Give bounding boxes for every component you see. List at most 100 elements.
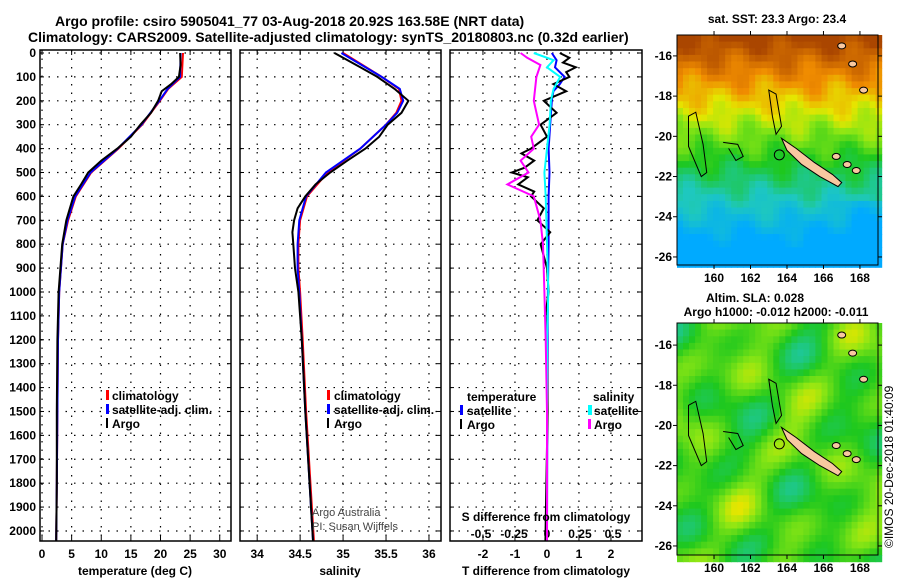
- map-cell: [755, 395, 762, 404]
- map-cell: [803, 207, 810, 215]
- map-cell: [797, 376, 804, 384]
- map-cell: [773, 475, 780, 483]
- map-cell: [857, 342, 865, 351]
- map-cell: [707, 541, 714, 549]
- map-cell: [779, 495, 786, 503]
- map-cell: [857, 200, 865, 209]
- map-cell: [839, 369, 847, 377]
- map-cell: [869, 395, 877, 404]
- map-cell: [845, 253, 853, 262]
- map-cell: [863, 41, 871, 49]
- map-cell: [713, 535, 720, 543]
- map-cell: [845, 495, 853, 503]
- map-cell: [749, 555, 756, 563]
- map-cell: [845, 362, 853, 370]
- map-cell: [797, 35, 804, 43]
- map-cell: [767, 108, 774, 116]
- map-cell: [743, 68, 750, 76]
- map-cell: [731, 174, 738, 182]
- map-cell: [791, 409, 798, 417]
- map-cell: [875, 167, 883, 175]
- map-cell: [731, 548, 738, 556]
- map-cell: [845, 502, 853, 510]
- map-cell: [695, 475, 702, 483]
- map-cell: [761, 253, 768, 262]
- series-line-argo: [291, 52, 410, 541]
- map-cell: [785, 555, 792, 563]
- map-cell: [833, 134, 841, 142]
- map-cell: [827, 154, 835, 162]
- map-cell: [803, 528, 810, 536]
- map-cell: [839, 528, 847, 536]
- map-cell: [773, 323, 780, 331]
- map-cell: [761, 147, 768, 155]
- map-cell: [683, 488, 690, 496]
- map-cell: [749, 376, 756, 384]
- map-cell: [683, 362, 690, 370]
- map-cell: [701, 349, 708, 357]
- map-cell: [773, 548, 780, 556]
- map-cell: [773, 227, 780, 235]
- map-cell: [677, 35, 684, 43]
- map-cell: [743, 88, 750, 96]
- map-cell: [755, 422, 762, 430]
- map-cell: [851, 555, 859, 563]
- map-cell: [851, 147, 859, 155]
- map-cell: [779, 376, 786, 384]
- map-cell: [689, 94, 696, 102]
- map-cell: [725, 174, 732, 182]
- map-cell: [707, 429, 714, 437]
- map-cell: [839, 94, 847, 102]
- map-cell: [743, 349, 750, 357]
- map-cell: [749, 541, 756, 549]
- map-cell: [737, 508, 744, 516]
- map-cell: [875, 541, 883, 549]
- map-cell: [845, 174, 853, 182]
- map-cell: [761, 468, 768, 476]
- map-cell: [869, 502, 877, 510]
- map-cell: [707, 61, 714, 69]
- map-cell: [785, 88, 792, 96]
- map-cell: [833, 207, 841, 215]
- map-cell: [677, 174, 684, 182]
- map-cell: [869, 448, 877, 457]
- map-cell: [737, 240, 744, 248]
- map-cell: [815, 369, 822, 377]
- map-cell: [857, 495, 865, 503]
- map-cell: [701, 194, 708, 202]
- map-cell: [707, 495, 714, 503]
- map-cell: [791, 68, 798, 76]
- map-cell: [731, 342, 738, 351]
- map-cell: [773, 462, 780, 470]
- map-cell: [785, 200, 792, 209]
- map-cell: [863, 415, 871, 423]
- map-cell: [839, 174, 847, 182]
- map-cell: [791, 108, 798, 116]
- map-cell: [761, 555, 768, 563]
- map-cell: [719, 442, 726, 450]
- map-cell: [785, 455, 792, 463]
- map-cell: [785, 174, 792, 182]
- map-cell: [815, 356, 822, 364]
- map-cell: [827, 260, 835, 268]
- map-cell: [743, 488, 750, 496]
- map-cell: [695, 220, 702, 228]
- map-cell: [833, 74, 841, 82]
- map-cell: [767, 253, 774, 262]
- map-cell: [773, 535, 780, 543]
- map-cell: [869, 220, 877, 228]
- map-cell: [839, 227, 847, 235]
- map-cell: [785, 548, 792, 556]
- map-cell: [857, 482, 865, 490]
- map-cell: [809, 61, 816, 69]
- map-cell: [815, 214, 822, 222]
- map-cell: [815, 247, 822, 255]
- map-cell: [803, 81, 810, 89]
- map-cell: [815, 234, 822, 242]
- lon-tick-label: 164: [777, 271, 797, 285]
- legend-label: satellite-adj. clim.: [334, 403, 434, 417]
- map-cell: [851, 448, 859, 457]
- map-cell: [827, 448, 835, 457]
- map-cell: [839, 214, 847, 222]
